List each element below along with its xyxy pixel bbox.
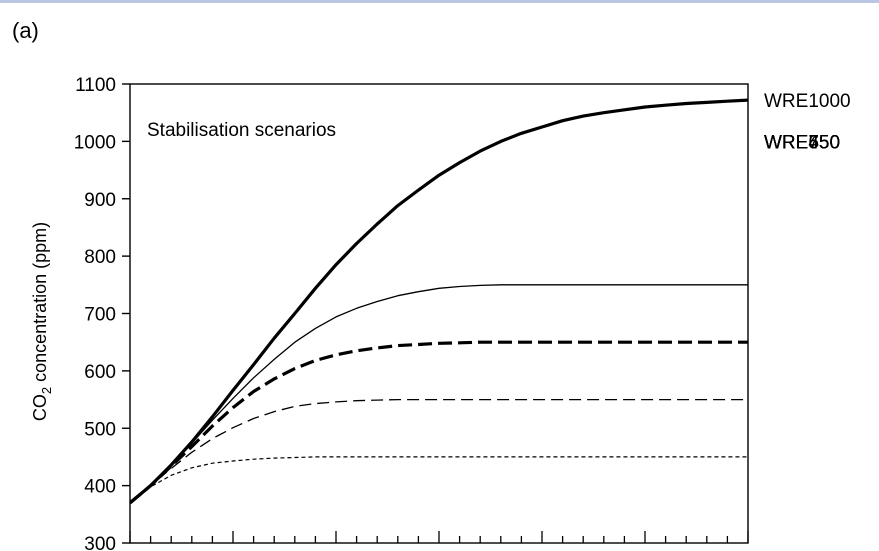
series-label-wre450: WRE450 — [764, 132, 840, 153]
y-tick-label: 300 — [84, 534, 116, 551]
y-tick-label: 800 — [84, 247, 116, 268]
y-tick-label: 1000 — [74, 132, 116, 153]
chart-annotation: Stabilisation scenarios — [147, 120, 336, 141]
y-axis-label: CO2 concentration (ppm) — [30, 222, 54, 421]
series-line-wre550 — [130, 398, 748, 504]
plot-frame — [129, 83, 749, 544]
y-tick-label: 700 — [84, 305, 116, 326]
y-tick-label: 600 — [84, 362, 116, 383]
series-line-wre650 — [130, 340, 748, 505]
panel-label: (a) — [12, 18, 39, 43]
series-label-wre550: WRE550 — [764, 132, 840, 153]
y-tick-label: 1100 — [75, 75, 116, 96]
top-divider — [0, 0, 879, 3]
series-line-wre1000 — [130, 98, 748, 505]
series-line-wre450 — [130, 456, 748, 504]
y-tick-label: 500 — [84, 419, 116, 440]
plot-area: 300 400 500 600 700 800 900 1000 1100 CO2 concent… — [30, 75, 851, 551]
series-label-wre650: WRE650 — [764, 132, 840, 153]
series-line-wre750 — [130, 284, 748, 504]
y-tick-label: 400 — [84, 477, 116, 498]
series-label-wre750: WRE750 — [764, 132, 840, 153]
series-label-wre1000: WRE1000 — [764, 91, 851, 112]
y-tick-label: 900 — [84, 190, 116, 211]
